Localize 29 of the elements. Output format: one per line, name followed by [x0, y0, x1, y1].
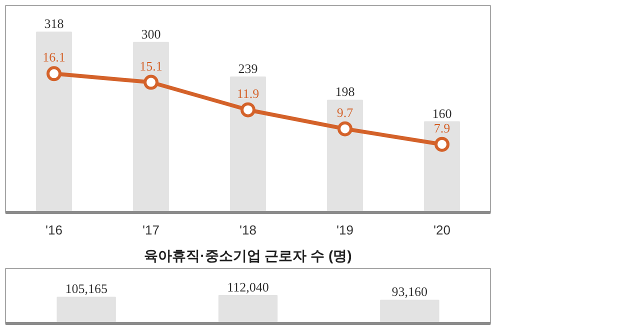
data-label: 9.7 [336, 104, 354, 120]
point [338, 121, 352, 136]
x-tick-label: '20 [434, 222, 450, 238]
bar [327, 100, 363, 212]
data-label: 239 [238, 60, 258, 76]
point [144, 74, 158, 90]
data-label: 112,040 [227, 279, 269, 294]
x-tick-label: '18 [240, 222, 256, 238]
bar [424, 121, 460, 212]
bar [133, 42, 169, 212]
data-label: 300 [141, 26, 161, 42]
x-tick-label: '19 [336, 222, 354, 238]
point [240, 102, 256, 118]
point [434, 136, 450, 152]
bar [230, 76, 266, 212]
x-tick-label: '17 [142, 222, 160, 238]
x-tick-label: '16 [46, 222, 62, 238]
bar [36, 32, 72, 212]
point [46, 66, 62, 82]
data-label: 160 [432, 106, 452, 121]
chart-title: 육아휴직·중소기업 근로자 수 (명) [144, 248, 352, 264]
data-label: 16.1 [42, 50, 66, 65]
data-label: 318 [44, 16, 64, 32]
data-label: 11.9 [236, 86, 260, 101]
data-label: 7.9 [434, 120, 450, 136]
data-label: 198 [335, 84, 355, 100]
data-label: 15.1 [140, 58, 162, 74]
data-label: 93,160 [392, 284, 428, 300]
data-label: 105,165 [65, 281, 108, 296]
